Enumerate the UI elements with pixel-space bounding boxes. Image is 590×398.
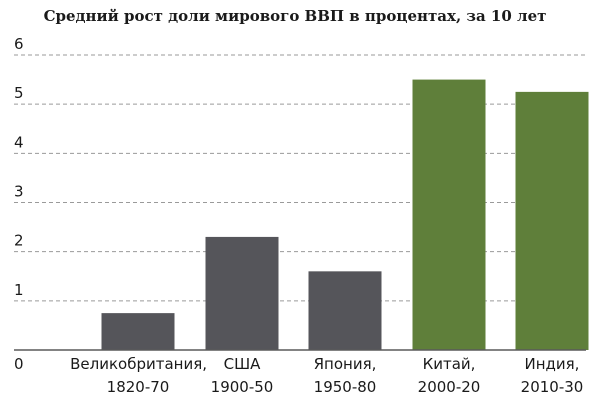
bar — [308, 271, 382, 350]
y-tick-label: 2 — [14, 232, 24, 250]
x-category-label: 2010-30 — [521, 378, 584, 396]
x-category-label: Китай, — [423, 355, 476, 373]
y-tick-label: 3 — [14, 183, 24, 201]
y-axis-ticks: 0 1 2 3 4 5 6 — [14, 35, 24, 373]
x-category-label: 1820-70 — [107, 378, 170, 396]
bar — [205, 236, 279, 350]
y-tick-label: 5 — [14, 84, 24, 102]
bar — [101, 313, 175, 350]
x-category-label: 2000-20 — [418, 378, 481, 396]
x-axis-labels: Великобритания, 1820-70 США 1900-50 Япония, 1… — [70, 355, 583, 396]
x-category-label: Великобритания, — [70, 355, 207, 373]
y-tick-label: 4 — [14, 133, 24, 151]
bar — [515, 91, 589, 350]
x-category-label: Индия, — [525, 355, 580, 373]
bar — [412, 79, 486, 350]
chart-title: Средний рост доли мирового ВВП в процент… — [44, 7, 547, 25]
x-category-label: 1950-80 — [314, 378, 377, 396]
x-category-label: 1900-50 — [211, 378, 274, 396]
y-tick-label: 6 — [14, 35, 24, 53]
bars — [101, 79, 589, 350]
x-category-label: Япония, — [314, 355, 377, 373]
x-category-label: США — [224, 355, 262, 373]
y-tick-label: 1 — [14, 281, 24, 299]
y-tick-label: 0 — [14, 355, 24, 373]
gridlines — [14, 54, 586, 302]
